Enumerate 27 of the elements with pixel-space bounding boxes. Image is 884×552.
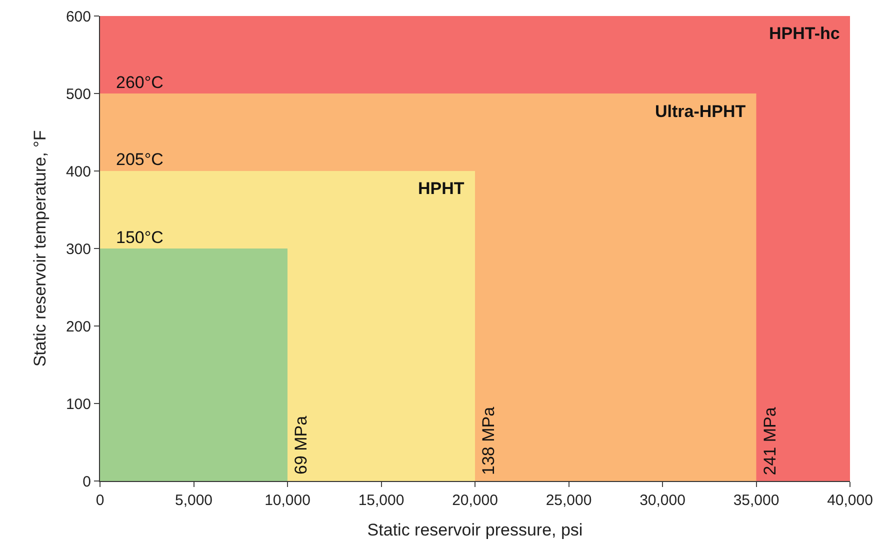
y-tick-label: 600: [66, 8, 91, 26]
series-label: Ultra-HPHT: [655, 102, 746, 121]
x-tick-label: 15,000: [358, 492, 404, 509]
annotation: 260°C: [116, 73, 164, 92]
y-tick-label: 200: [66, 318, 91, 336]
y-tick-label: 300: [66, 240, 91, 258]
annotation: 69 MPa: [292, 415, 310, 474]
x-tick-label: 0: [96, 492, 104, 509]
series-label: HPHT: [418, 179, 465, 198]
y-axis-title: Static reservoir temperature, °F: [30, 130, 50, 367]
y-tick-label: 100: [66, 396, 91, 413]
y-tick-label: 400: [66, 163, 91, 180]
series-label: HPHT-hc: [769, 24, 840, 43]
y-tick-label: 0: [82, 473, 91, 490]
annotation: 241 MPa: [760, 406, 780, 476]
x-tick-label: 30,000: [640, 492, 686, 509]
x-tick-label: 25,000: [546, 492, 592, 509]
annotation: 205°C: [116, 150, 164, 169]
x-axis-title: Static reservoir pressure, psi: [367, 520, 583, 540]
x-tick-label: 10,000: [264, 492, 310, 509]
x-tick-label: 35,000: [733, 492, 780, 509]
y-tick-label: 500: [66, 86, 91, 103]
x-tick-label: 40,000: [827, 492, 873, 509]
x-tick-label: 5,000: [174, 492, 213, 509]
x-tick-label: 20,000: [452, 492, 498, 509]
annotation: 138 MPa: [479, 406, 498, 475]
annotation: 150°C: [116, 228, 164, 247]
